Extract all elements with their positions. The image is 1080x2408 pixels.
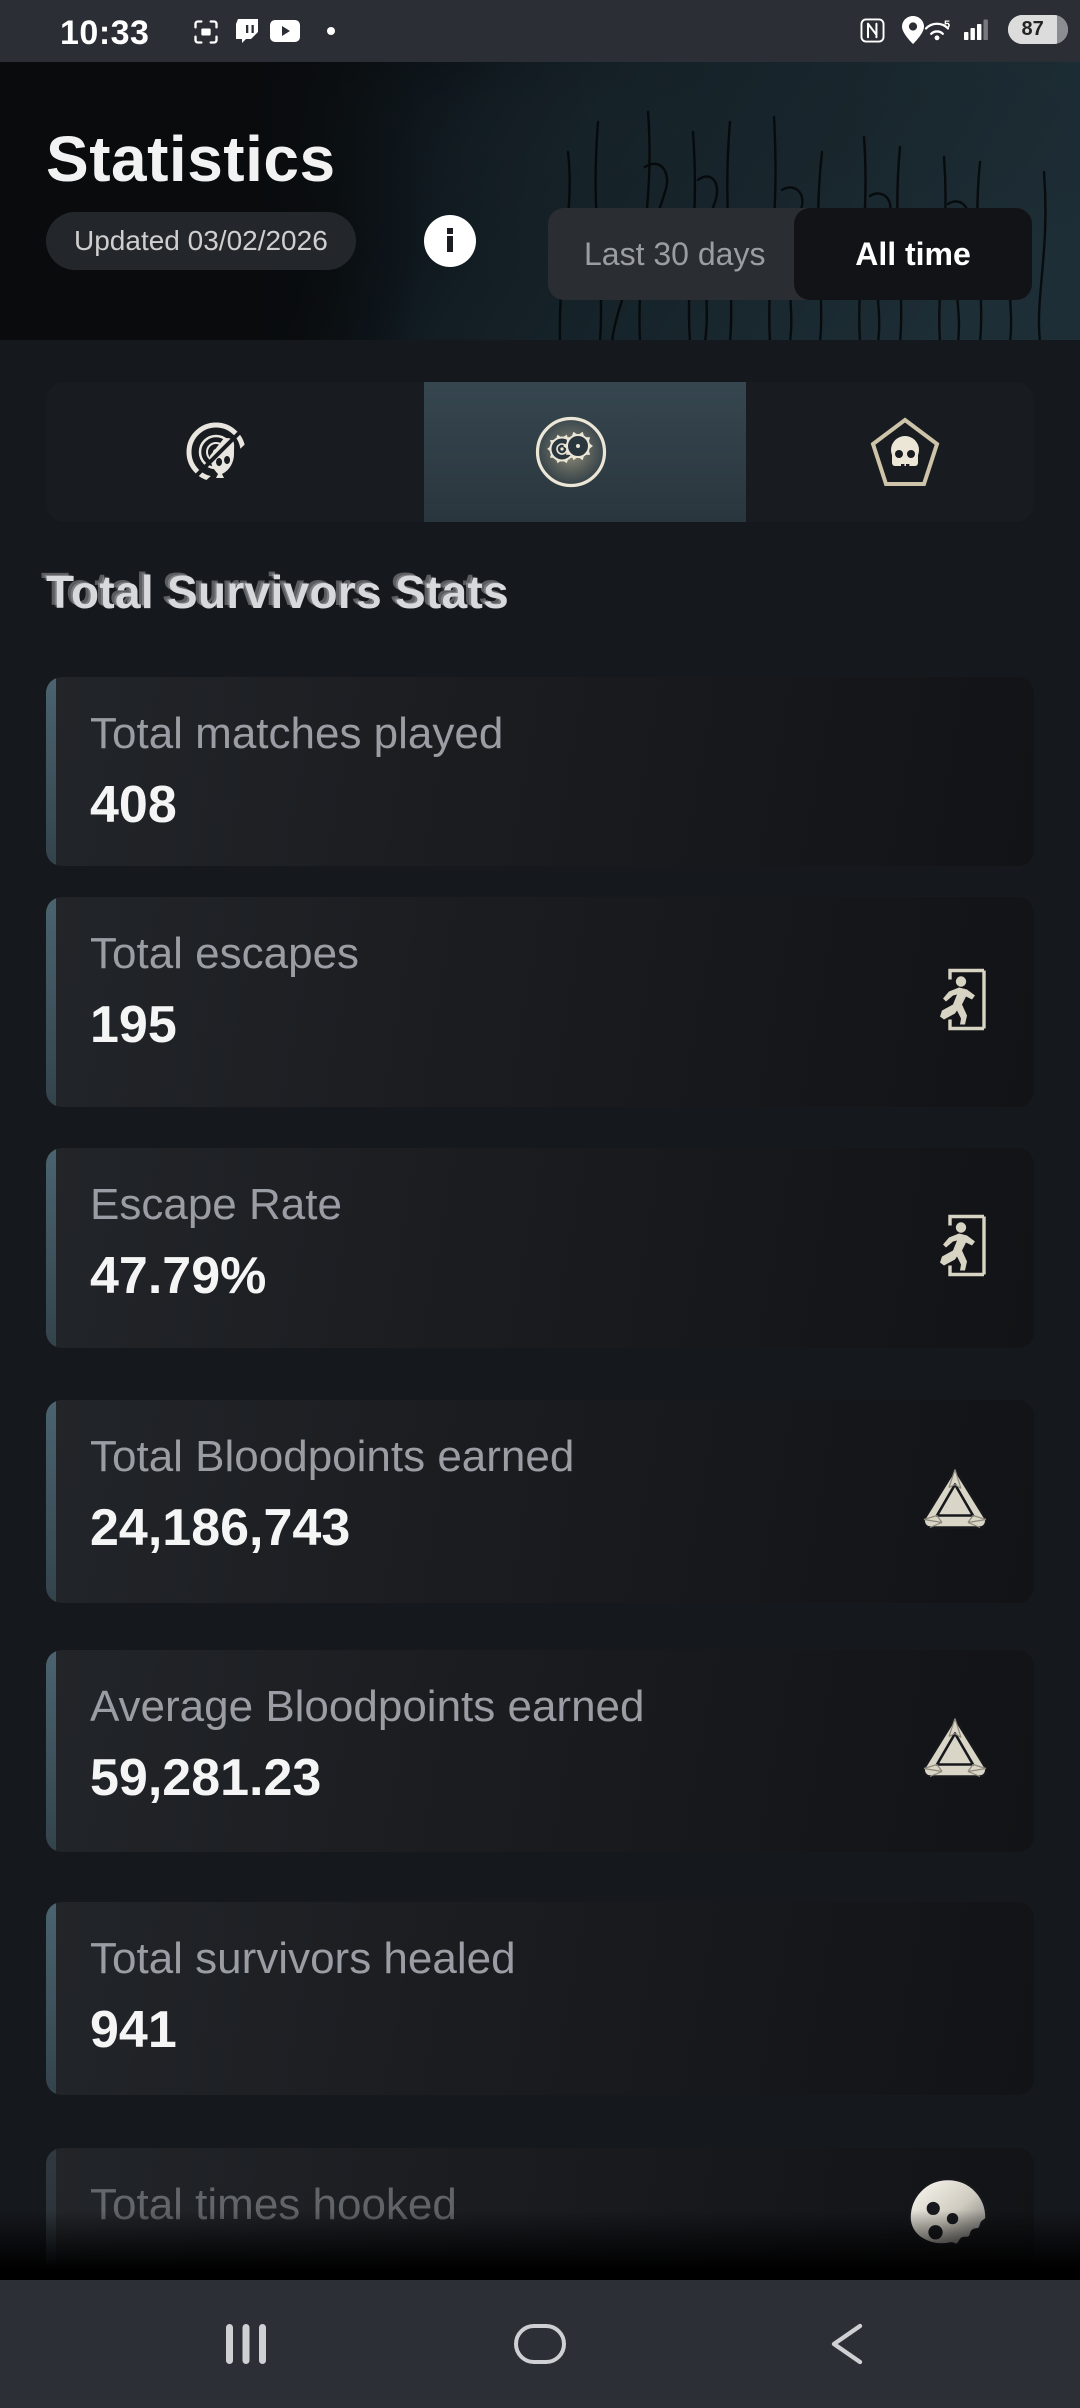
svg-text:5: 5 <box>944 19 950 31</box>
